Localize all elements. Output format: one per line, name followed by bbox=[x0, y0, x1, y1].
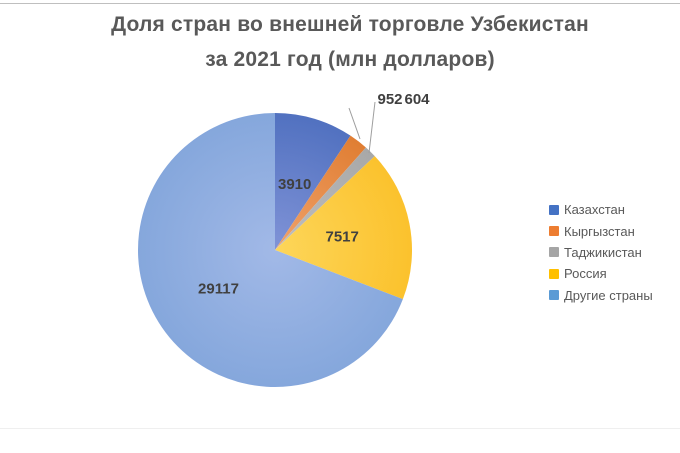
legend-item: Другие страны bbox=[549, 285, 653, 306]
legend-marker bbox=[549, 204, 559, 215]
legend-item: Россия bbox=[549, 263, 653, 284]
legend-label: Другие страны bbox=[564, 287, 653, 303]
pie-data-label: 604 bbox=[404, 91, 430, 108]
chart-title-line1: Доля стран во внешней торговле Узбекиста… bbox=[111, 13, 589, 36]
legend-label: Россия bbox=[564, 266, 607, 282]
pie-data-label: 3910 bbox=[278, 176, 311, 193]
legend-item: Казахстан bbox=[549, 199, 653, 220]
top-border-line bbox=[0, 3, 680, 4]
leader-line bbox=[368, 101, 376, 154]
leader-line bbox=[348, 107, 361, 140]
legend-marker bbox=[549, 247, 559, 258]
chart-title-line2: за 2021 год (млн долларов) bbox=[205, 48, 495, 71]
pie-slice bbox=[137, 112, 403, 388]
chart-title: Доля стран во внешней торговле Узбекиста… bbox=[20, 7, 680, 77]
legend-label: Кыргызстан bbox=[564, 223, 635, 239]
legend-marker bbox=[549, 268, 559, 279]
pie-data-label: 7517 bbox=[326, 228, 359, 245]
legend-item: Кыргызстан bbox=[549, 220, 653, 241]
pie-slice bbox=[275, 156, 412, 300]
legend-marker bbox=[549, 226, 559, 237]
pie-slice bbox=[275, 147, 375, 250]
legend: Казахстан Кыргызстан Таджикистан Россия Друг… bbox=[549, 199, 653, 306]
bottom-border-line bbox=[0, 428, 680, 429]
legend-marker bbox=[549, 290, 559, 301]
pie-data-label: 952 bbox=[377, 91, 402, 108]
legend-label: Таджикистан bbox=[564, 244, 642, 260]
pie-slice bbox=[275, 135, 366, 250]
pie-slice bbox=[275, 113, 351, 250]
legend-item: Таджикистан bbox=[549, 242, 653, 263]
pie-data-label: 29117 bbox=[198, 280, 239, 297]
legend-label: Казахстан bbox=[564, 202, 625, 218]
